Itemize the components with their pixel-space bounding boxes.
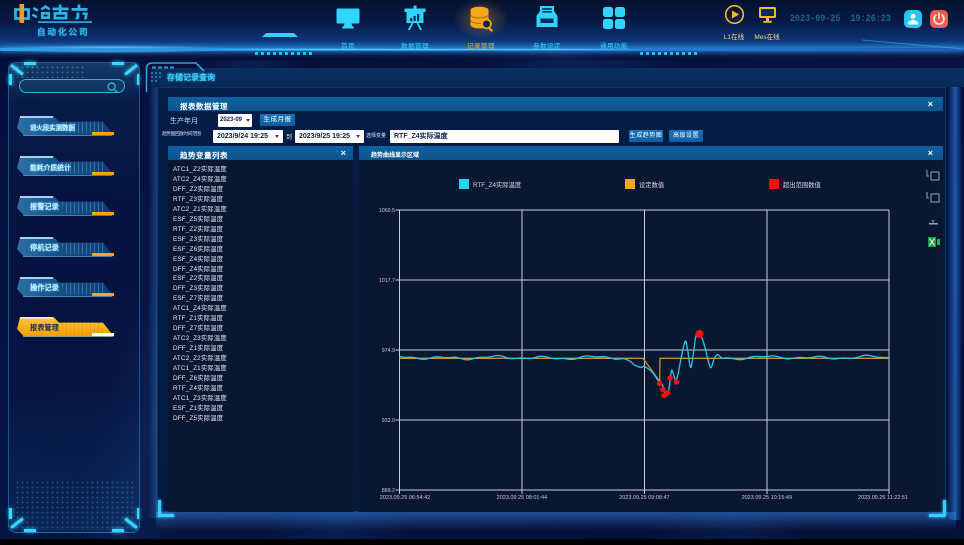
svg-text:RTF_Z4实际温度: RTF_Z4实际温度 [473,180,522,189]
svg-text:2023.09.25 11:22:51: 2023.09.25 11:22:51 [858,495,908,501]
svg-text:设定数值: 设定数值 [639,180,665,189]
svg-text:1017.7: 1017.7 [379,278,395,284]
svg-text:1060.5: 1060.5 [379,208,395,214]
svg-text:超出范围数值: 超出范围数值 [783,180,821,189]
svg-text:974.9: 974.9 [382,348,395,354]
svg-text:889.2: 889.2 [382,488,395,494]
svg-text:2023.09.25 08:01:44: 2023.09.25 08:01:44 [497,495,547,501]
svg-text:2023.09.25 10:15:49: 2023.09.25 10:15:49 [742,495,792,501]
svg-text:2023.09.25 06:54:42: 2023.09.25 06:54:42 [380,495,430,501]
svg-text:2023.09.25 09:08:47: 2023.09.25 09:08:47 [619,495,669,501]
svg-text:932.0: 932.0 [382,418,395,424]
